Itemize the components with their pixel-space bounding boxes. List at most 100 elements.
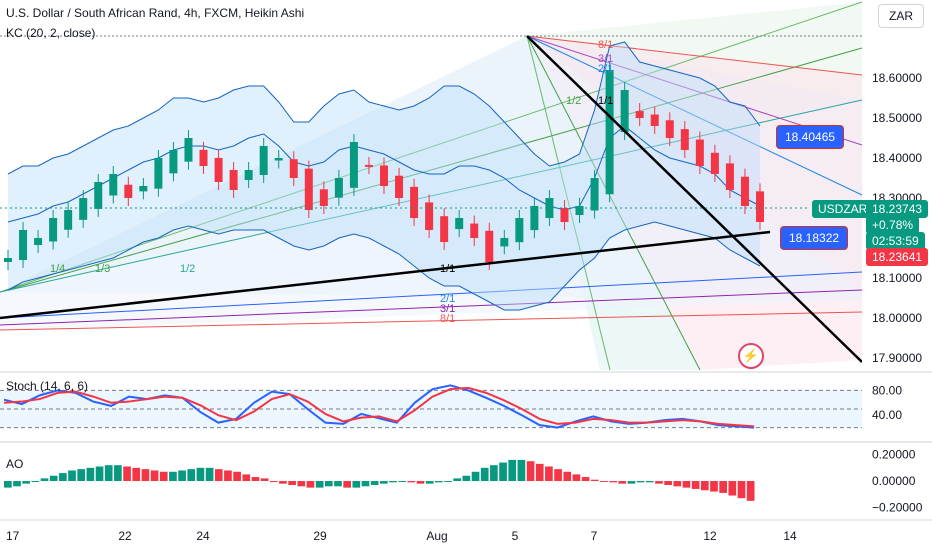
last-price-tag: 18.23743 [866, 200, 929, 218]
candle-body [154, 158, 163, 189]
ao-bar [655, 481, 663, 484]
x-tick-label: 29 [313, 529, 327, 543]
candle-body [229, 169, 238, 190]
candle-body [530, 206, 539, 231]
fan-line-10 [0, 311, 863, 331]
callout-upper[interactable]: 18.40465 [776, 125, 845, 149]
ao-bar [691, 481, 700, 489]
ao-bar [563, 471, 572, 482]
ao-bar [499, 462, 507, 482]
ao-bar [380, 481, 388, 484]
ao-bar [13, 481, 21, 487]
candle-body [425, 202, 434, 230]
ao-bar [233, 471, 241, 482]
candle-body [756, 191, 764, 222]
ao-bar [159, 471, 168, 482]
candle-body [334, 178, 343, 198]
ao-bar [517, 459, 526, 482]
candle-body [139, 186, 148, 192]
ao-bar [4, 481, 12, 488]
fan-label: 1/4 [50, 263, 65, 275]
fan-line-3 [526, 35, 863, 76]
ao-bar [324, 481, 333, 487]
ao-bar [471, 471, 480, 482]
fan-line-5 [526, 35, 863, 196]
ao-bar [288, 481, 296, 485]
ao-bar [545, 466, 553, 482]
ao-bar [645, 481, 654, 483]
ao-bar [636, 481, 645, 483]
fan-label: 2/1 [440, 293, 455, 305]
candle-body [485, 230, 494, 262]
candle-body [590, 178, 599, 211]
x-tick-label: Aug [426, 529, 447, 543]
candle-body [710, 152, 719, 174]
ao-tick-label: −0.20000 [872, 500, 923, 514]
ao-bar [728, 481, 737, 496]
ao-bar [242, 474, 251, 482]
ao-bar [150, 470, 159, 482]
callout-lower[interactable]: 18.18322 [780, 226, 849, 250]
ao-bar [490, 465, 498, 482]
ao-bar [95, 466, 104, 482]
fan-label: 3/1 [440, 303, 455, 315]
ao-bar [352, 481, 361, 488]
kc-lower-line [7, 221, 761, 311]
candle-body [620, 90, 629, 133]
candle-body [545, 198, 554, 219]
x-tick-label: 24 [196, 529, 210, 543]
x-tick-label: 17 [6, 529, 20, 543]
price-axis-bg [862, 0, 932, 550]
x-tick-label: 12 [703, 529, 717, 543]
ao-bar [49, 475, 58, 482]
stoch-d-line [3, 386, 755, 428]
ao-bar [224, 470, 232, 482]
fan-line-0 [0, 1, 863, 293]
fan-line-2 [0, 99, 863, 293]
trendline-resistance [526, 35, 863, 363]
ao-bar [187, 469, 196, 482]
chart-title: U.S. Dollar / South African Rand, 4h, FX… [6, 6, 305, 20]
stoch-title: Stoch (14, 6, 6) [6, 379, 88, 393]
candle-body [19, 230, 28, 260]
currency-button[interactable]: ZAR [878, 4, 924, 28]
kc-middle-line [7, 125, 761, 223]
ao-bar [554, 469, 562, 482]
fan-label: 8/1 [440, 313, 455, 325]
ao-bar [453, 478, 462, 482]
y-tick-label: 18.50000 [872, 111, 922, 125]
change-tag: +0.78% [866, 216, 920, 234]
ao-bar [719, 481, 727, 493]
fan-line-1 [0, 47, 863, 293]
candle-body [4, 258, 12, 262]
ao-bar [609, 481, 617, 483]
ao-bar [132, 467, 141, 482]
lightning-icon[interactable]: ⚡ [738, 343, 764, 369]
ao-bar [389, 481, 397, 483]
candle-body [244, 170, 253, 180]
candle-body [349, 142, 358, 188]
candle-body [364, 164, 373, 167]
ao-bar [572, 474, 581, 482]
ao-bar [31, 481, 40, 483]
candle-body [695, 139, 704, 166]
ao-bar [682, 481, 691, 488]
ao-bar [535, 463, 544, 482]
candle-body [184, 138, 193, 162]
candle-body [560, 208, 569, 222]
fan-label: 1/1 [598, 95, 613, 107]
candle-body [410, 186, 419, 218]
ao-bar [315, 481, 324, 488]
ao-bar [700, 481, 709, 491]
ao-bar [526, 461, 535, 482]
ao-bar [416, 481, 425, 484]
ao-bar [68, 470, 76, 482]
candle-body [440, 216, 449, 242]
indicator-label[interactable]: KC (20, 2, close) [6, 26, 96, 40]
ao-bar [508, 459, 517, 482]
fan-line-6 [526, 35, 701, 371]
candle-body [34, 238, 43, 245]
candle-body [304, 168, 313, 210]
candle-body [650, 114, 659, 126]
